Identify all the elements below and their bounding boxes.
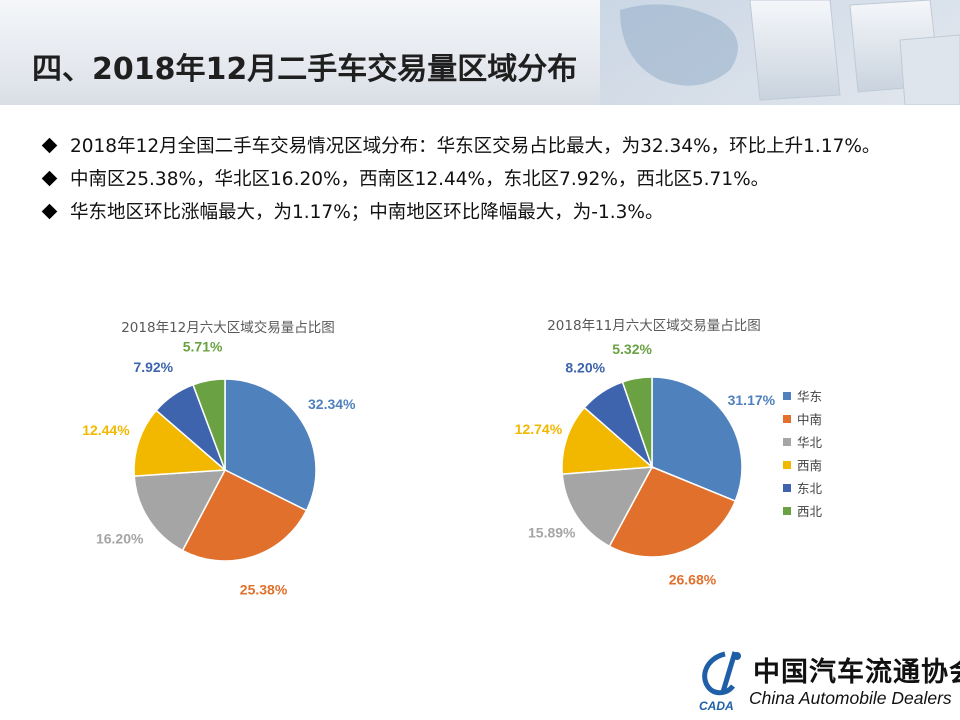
- legend-entry: 东北: [797, 481, 823, 496]
- legend-swatch-西北: [783, 507, 791, 515]
- data-label: 8.20%: [565, 360, 605, 376]
- pie-slice-华东: [651, 376, 743, 503]
- bullet-list: 2018年12月全国二手车交易情况区域分布：华东区交易占比最大，为32.34%，…: [41, 130, 922, 229]
- bullet-text: 中南区25.38%，华北区16.20%，西南区12.44%，东北区7.92%，西…: [70, 169, 770, 190]
- header-banner: 四、2018年12月二手车交易量区域分布: [0, 0, 960, 105]
- data-label: 31.17%: [728, 392, 776, 408]
- diamond-bullet-icon: [41, 137, 58, 154]
- bullet-item: 华东地区环比涨幅最大，为1.17%；中南地区环比降幅最大，为-1.3%。: [41, 196, 922, 229]
- data-label: 26.68%: [669, 572, 717, 588]
- legend-entry: 华北: [797, 435, 823, 450]
- legend-entry: 西北: [797, 504, 823, 519]
- header-art: [600, 0, 960, 105]
- diamond-bullet-icon: [41, 170, 58, 187]
- data-label: 7.92%: [133, 359, 173, 375]
- legend-swatch-西南: [783, 461, 791, 469]
- logo-mark-text: CADA: [699, 699, 734, 713]
- chart-title: 2018年11月六大区域交易量占比图: [547, 317, 761, 334]
- chart-title: 2018年12月六大区域交易量占比图: [121, 319, 335, 336]
- legend-swatch-华东: [783, 392, 791, 400]
- data-label: 15.89%: [528, 524, 576, 540]
- cada-logo-mark-icon: CADA: [699, 651, 741, 713]
- data-label: 12.74%: [515, 421, 563, 437]
- legend-entry: 华东: [797, 389, 822, 404]
- legend-swatch-中南: [783, 415, 791, 423]
- data-label: 25.38%: [240, 582, 288, 598]
- pie-slice-华北: [561, 466, 654, 548]
- data-label: 16.20%: [96, 530, 144, 546]
- data-label: 5.32%: [612, 341, 652, 357]
- bullet-text: 2018年12月全国二手车交易情况区域分布：华东区交易占比最大，为32.34%，…: [70, 136, 881, 157]
- data-label: 32.34%: [308, 396, 356, 412]
- data-label: 5.71%: [183, 338, 223, 354]
- bullet-text: 华东地区环比涨幅最大，为1.17%；中南地区环比降幅最大，为-1.3%。: [70, 202, 664, 223]
- legend-entry: 中南: [797, 412, 822, 427]
- cada-logo: CADA 中国汽车流通协会 China Automobile Dealers: [695, 648, 960, 714]
- pie-slice-西北: [621, 376, 653, 468]
- diamond-bullet-icon: [41, 203, 58, 220]
- page-title: 四、2018年12月二手车交易量区域分布: [32, 52, 578, 87]
- logo-name: 中国汽车流通协会: [753, 657, 960, 688]
- legend-entry: 西南: [797, 458, 822, 473]
- data-label: 12.44%: [82, 422, 130, 438]
- logo-subtitle: China Automobile Dealers: [749, 688, 952, 708]
- pie-charts: 2018年12月六大区域交易量占比图 32.34% 25.38% 16.20% 12.4…: [82, 317, 823, 598]
- pie-slice-西南: [561, 406, 654, 475]
- pie-slice-华北: [133, 469, 227, 552]
- pie-slice-西北: [192, 378, 226, 471]
- pie-slice-中南: [608, 466, 737, 558]
- bullet-item: 2018年12月全国二手车交易情况区域分布：华东区交易占比最大，为32.34%，…: [41, 130, 922, 163]
- pie-slice-华东: [224, 378, 317, 512]
- charts-area: 2018年12月六大区域交易量占比图 32.34% 25.38% 16.20% 12.4…: [0, 300, 960, 600]
- legend-swatch-华北: [783, 438, 791, 446]
- bullet-item: 中南区25.38%，华北区16.20%，西南区12.44%，东北区7.92%，西…: [41, 163, 922, 196]
- pie-slice-西南: [133, 409, 227, 477]
- legend-swatch-东北: [783, 484, 791, 492]
